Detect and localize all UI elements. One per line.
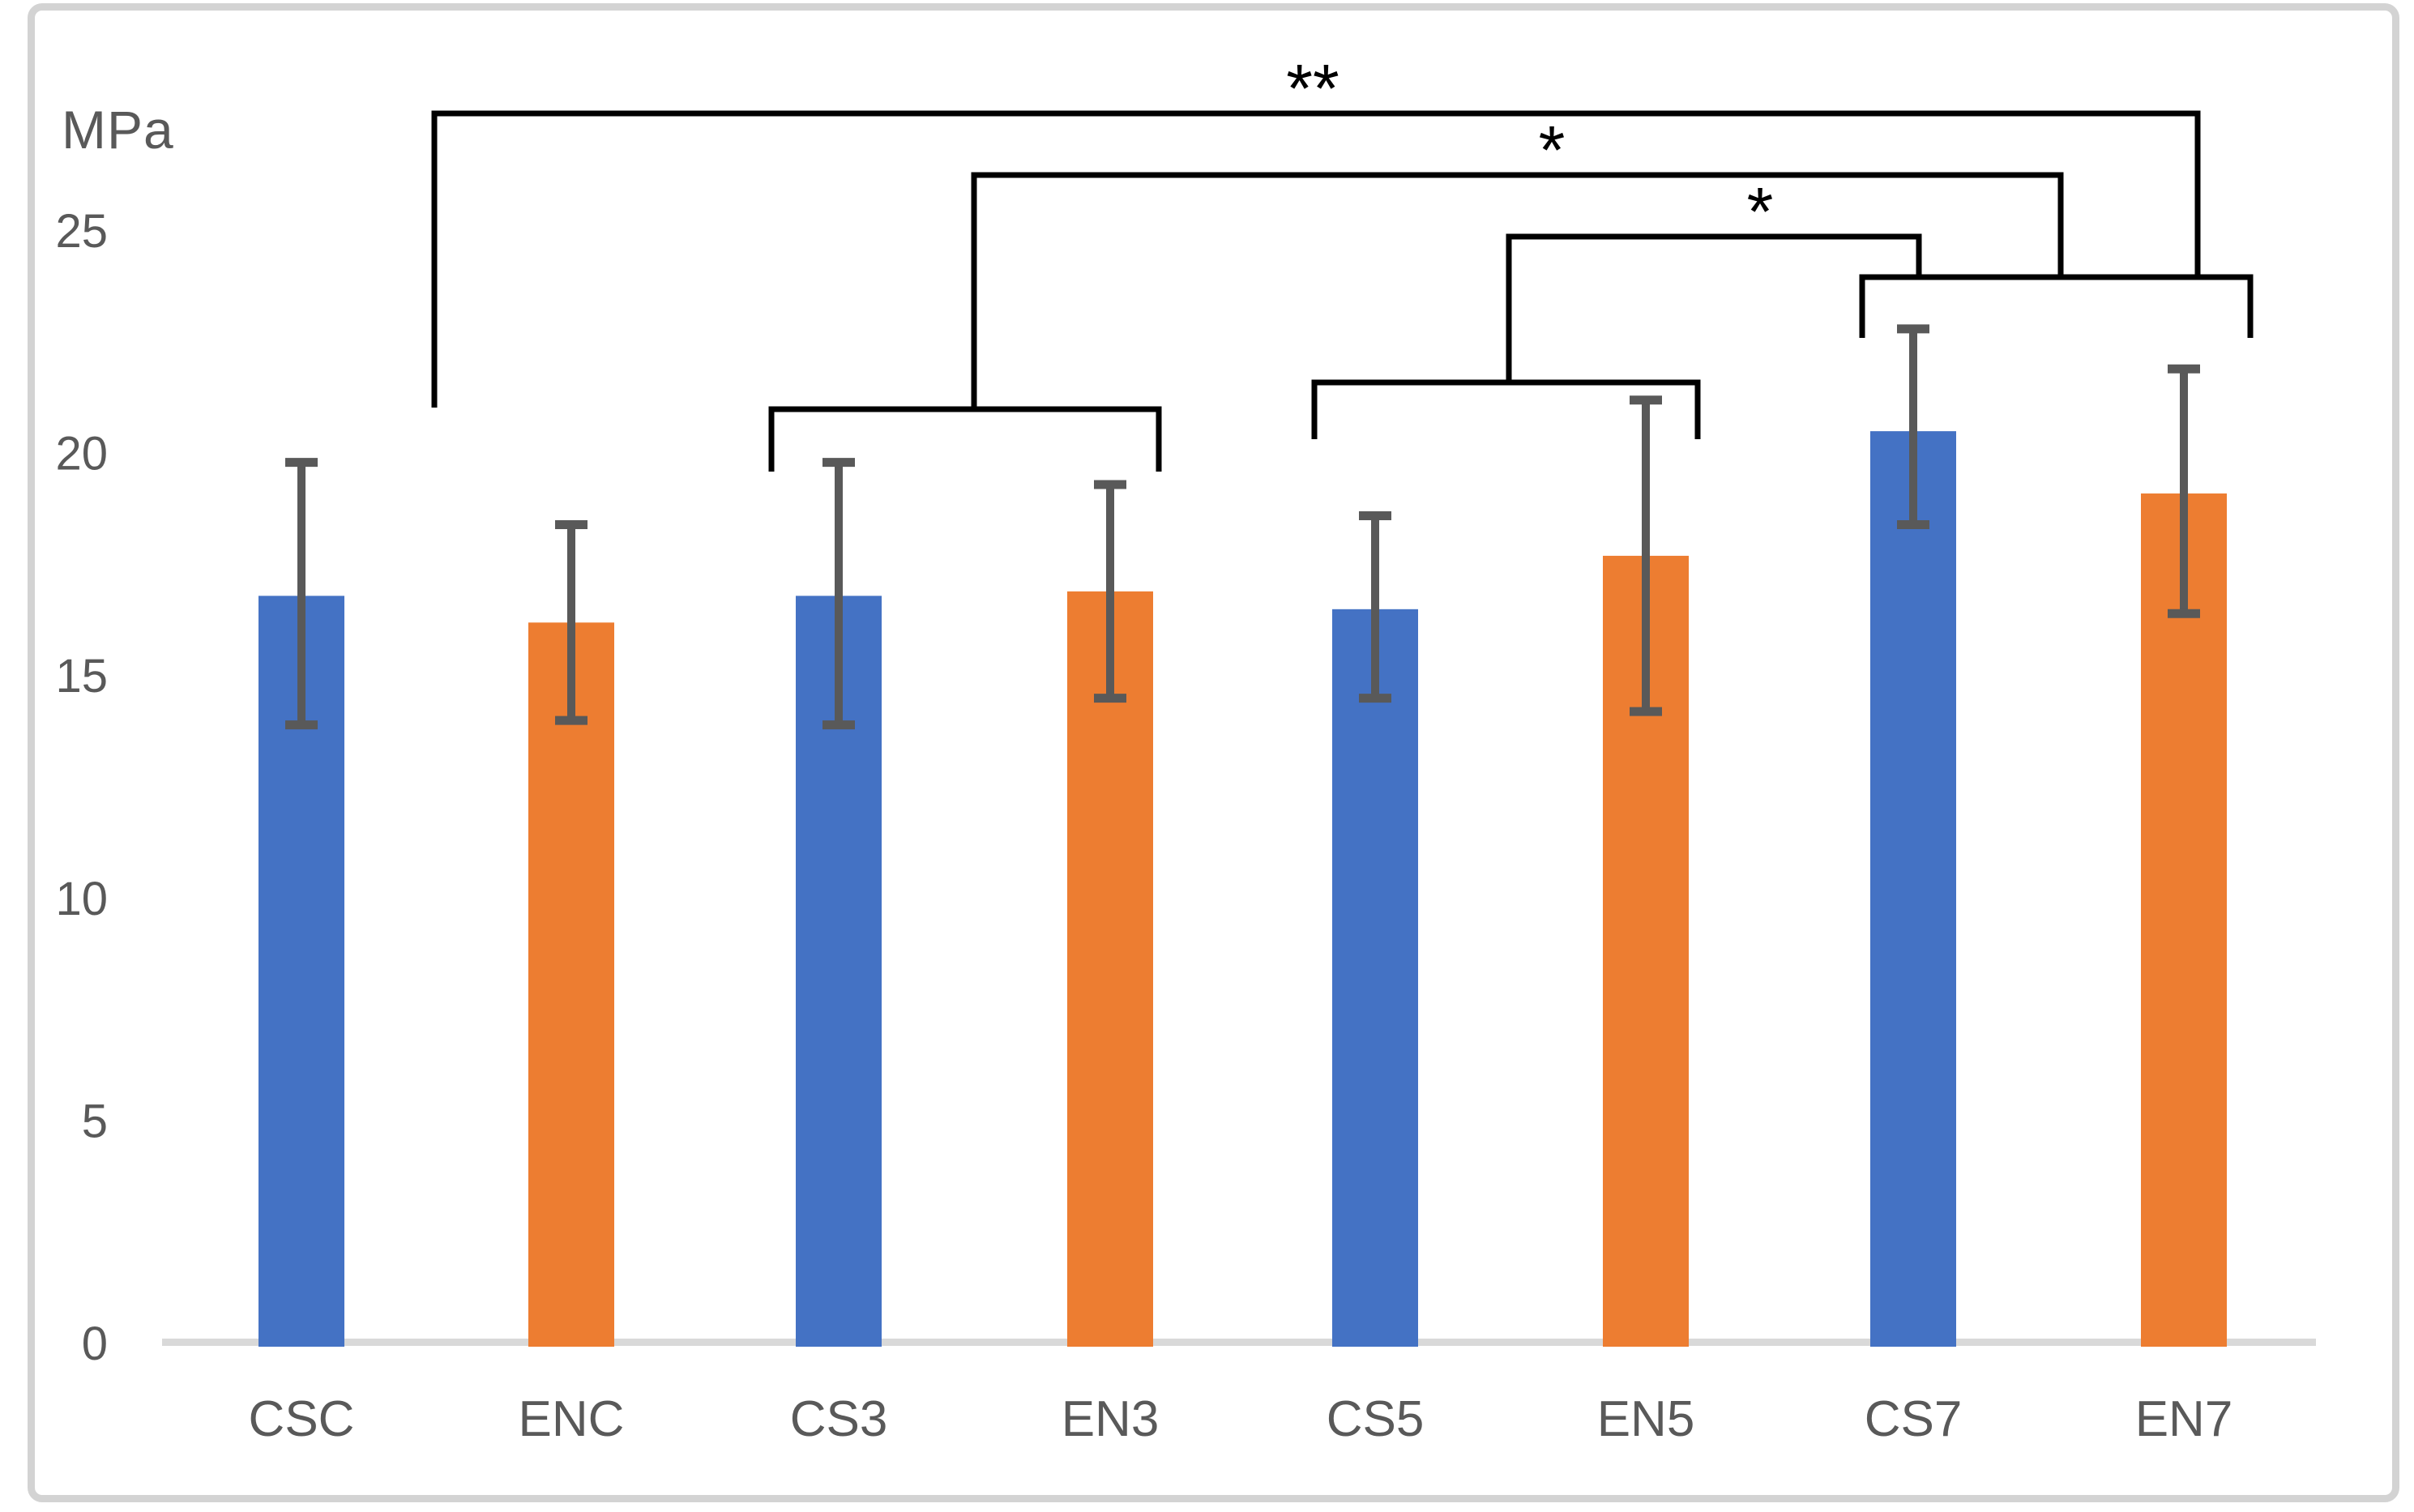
y-tick-15: 15 xyxy=(55,650,108,703)
x-label-EN3: EN3 xyxy=(1062,1391,1160,1447)
y-tick-20: 20 xyxy=(55,428,108,481)
bar-EN7 xyxy=(2141,493,2227,1347)
sig-bracket-CS5+EN5-vs-CS7+EN7 xyxy=(1506,233,1922,382)
x-label-ENC: ENC xyxy=(519,1391,625,1447)
error-bar-caps-CSC xyxy=(285,458,318,730)
x-label-CSC: CSC xyxy=(249,1391,355,1447)
sig-bracket-CS3+EN3-vs-CS7+EN7 xyxy=(971,172,2064,409)
bar-CS5 xyxy=(1332,609,1418,1347)
error-bar-caps-CS5 xyxy=(1359,510,1391,703)
error-bar-caps-EN5 xyxy=(1630,395,1662,716)
x-label-EN7: EN7 xyxy=(2135,1391,2233,1447)
error-bar-caps-ENC xyxy=(555,519,587,725)
sig-label-CSC+ENC-vs-CS7+EN7: ** xyxy=(1286,50,1339,126)
x-axis-line xyxy=(162,1339,2316,1346)
error-bar-caps-CS7 xyxy=(1897,324,1929,529)
pair-bracket-CS3-EN3 xyxy=(768,406,1162,472)
error-bar-caps-EN7 xyxy=(2168,364,2200,618)
chart-border-frame xyxy=(28,3,2399,1502)
bar-CS7 xyxy=(1870,431,1956,1347)
bar-ENC xyxy=(528,622,614,1347)
sig-bracket-CSC+ENC-vs-CS7+EN7 xyxy=(431,110,2201,408)
error-bar-caps-CS3 xyxy=(822,458,855,730)
pair-bracket-CS7-EN7 xyxy=(1859,274,2254,338)
x-label-CS5: CS5 xyxy=(1327,1391,1425,1447)
x-label-EN5: EN5 xyxy=(1597,1391,1695,1447)
pair-bracket-CS5-EN5 xyxy=(1311,379,1701,439)
y-tick-10: 10 xyxy=(55,873,108,925)
x-label-CS3: CS3 xyxy=(790,1391,888,1447)
y-tick-5: 5 xyxy=(82,1095,108,1147)
x-label-CS7: CS7 xyxy=(1865,1391,1963,1447)
sig-label-CS3+EN3-vs-CS7+EN7: * xyxy=(1539,112,1566,188)
y-tick-0: 0 xyxy=(82,1318,108,1370)
sig-label-CS5+EN5-vs-CS7+EN7: * xyxy=(1747,173,1774,250)
bar-EN3 xyxy=(1067,591,1153,1347)
y-tick-25: 25 xyxy=(55,205,108,258)
y-axis-unit-label: MPa xyxy=(62,100,174,160)
error-bar-caps-EN3 xyxy=(1094,480,1126,703)
